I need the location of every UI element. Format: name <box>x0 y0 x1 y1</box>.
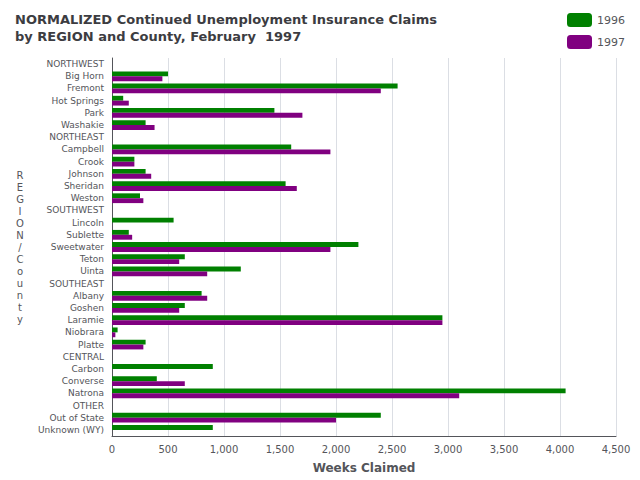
svg-text:by REGION and County, February: by REGION and County, February 1997 <box>15 29 301 44</box>
svg-text:O: O <box>16 218 24 229</box>
svg-text:N: N <box>16 230 23 241</box>
svg-text:Park: Park <box>85 108 105 118</box>
svg-text:3,000: 3,000 <box>434 444 463 455</box>
svg-text:NORTHWEST: NORTHWEST <box>47 59 105 69</box>
svg-text:Fremont: Fremont <box>67 83 105 93</box>
svg-text:4,500: 4,500 <box>602 444 631 455</box>
svg-text:C: C <box>17 254 24 265</box>
svg-text:1,000: 1,000 <box>210 444 239 455</box>
svg-text:2,500: 2,500 <box>378 444 407 455</box>
svg-text:I: I <box>19 206 22 217</box>
svg-text:1997: 1997 <box>597 36 625 49</box>
svg-text:y: y <box>17 314 23 325</box>
svg-text:NORTHEAST: NORTHEAST <box>49 132 104 142</box>
svg-text:R: R <box>17 170 24 181</box>
svg-text:u: u <box>17 278 23 289</box>
svg-text:t: t <box>18 302 22 313</box>
svg-text:Big Horn: Big Horn <box>65 71 104 81</box>
svg-text:E: E <box>17 182 23 193</box>
svg-text:Lincoln: Lincoln <box>72 218 104 228</box>
svg-text:Weeks Claimed: Weeks Claimed <box>313 461 416 475</box>
svg-text:Carbon: Carbon <box>72 364 104 374</box>
svg-text:Washakie: Washakie <box>61 120 104 130</box>
svg-text:Campbell: Campbell <box>61 144 104 154</box>
svg-text:Goshen: Goshen <box>70 303 104 313</box>
svg-text:NORMALIZED Continued Unemploym: NORMALIZED Continued Unemployment Insura… <box>15 12 437 27</box>
svg-text:CENTRAL: CENTRAL <box>63 352 104 362</box>
svg-text:Laramie: Laramie <box>67 315 104 325</box>
svg-text:Johnson: Johnson <box>68 169 104 179</box>
svg-text:Converse: Converse <box>62 376 105 386</box>
svg-text:Hot Springs: Hot Springs <box>52 96 105 106</box>
svg-text:SOUTHEAST: SOUTHEAST <box>49 279 104 289</box>
svg-text:4,000: 4,000 <box>546 444 575 455</box>
svg-text:Niobrara: Niobrara <box>65 327 104 337</box>
svg-text:1996: 1996 <box>597 14 625 27</box>
svg-text:Teton: Teton <box>79 254 104 264</box>
svg-text:1,500: 1,500 <box>266 444 295 455</box>
svg-text:Weston: Weston <box>71 193 104 203</box>
svg-text:0: 0 <box>109 444 115 455</box>
svg-text:/: / <box>18 242 22 253</box>
svg-text:Crook: Crook <box>78 157 105 167</box>
svg-text:Sheridan: Sheridan <box>64 181 104 191</box>
svg-text:Uinta: Uinta <box>80 266 104 276</box>
svg-text:Natrona: Natrona <box>68 388 104 398</box>
svg-text:n: n <box>17 290 23 301</box>
svg-text:o: o <box>17 266 23 277</box>
svg-text:Albany: Albany <box>73 291 105 301</box>
svg-text:SOUTHWEST: SOUTHWEST <box>47 205 105 215</box>
svg-text:Out of State: Out of State <box>49 413 104 423</box>
svg-text:OTHER: OTHER <box>73 401 104 411</box>
svg-text:Sublette: Sublette <box>66 230 104 240</box>
svg-text:G: G <box>16 194 24 205</box>
svg-text:3,500: 3,500 <box>490 444 519 455</box>
svg-text:Sweetwater: Sweetwater <box>51 242 105 252</box>
svg-text:500: 500 <box>158 444 177 455</box>
svg-text:Platte: Platte <box>78 340 105 350</box>
svg-text:2,000: 2,000 <box>322 444 351 455</box>
svg-text:Unknown (WY): Unknown (WY) <box>38 425 104 435</box>
